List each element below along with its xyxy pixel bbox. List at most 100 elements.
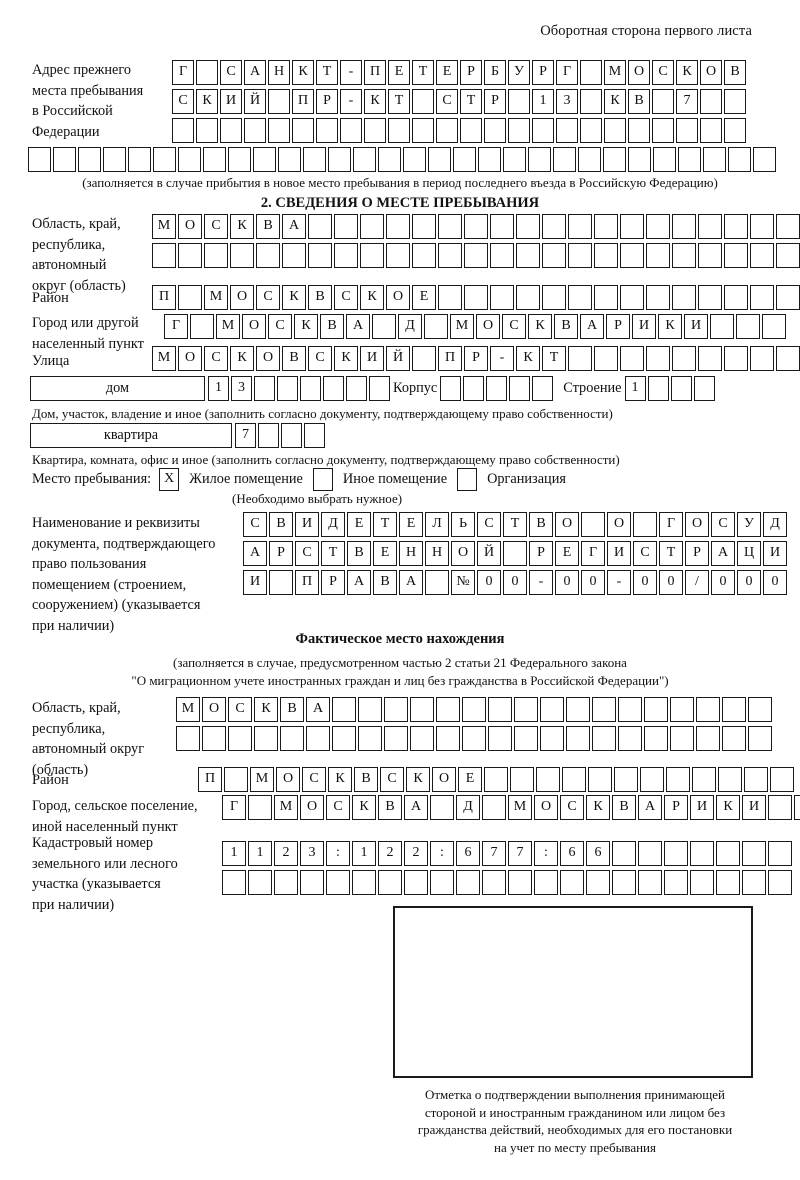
char-cell[interactable] <box>553 147 576 172</box>
char-cell[interactable]: О <box>386 285 410 310</box>
flat-row[interactable]: квартира 7 <box>30 423 327 448</box>
char-cell[interactable]: И <box>243 570 267 595</box>
char-cell[interactable]: О <box>202 697 226 722</box>
char-cell[interactable]: О <box>276 767 300 792</box>
char-cell[interactable] <box>566 726 590 751</box>
char-cell[interactable] <box>332 726 356 751</box>
char-cell[interactable] <box>490 285 514 310</box>
char-cell[interactable] <box>425 570 449 595</box>
char-cell[interactable]: К <box>352 795 376 820</box>
char-cell[interactable]: А <box>580 314 604 339</box>
char-cell[interactable] <box>281 423 302 448</box>
char-cell[interactable]: Е <box>458 767 482 792</box>
char-cell[interactable] <box>736 314 760 339</box>
char-cell[interactable] <box>360 214 384 239</box>
char-cell[interactable]: И <box>360 346 384 371</box>
char-cell[interactable]: Т <box>388 89 410 114</box>
char-cell[interactable]: Д <box>398 314 422 339</box>
char-cell[interactable]: А <box>282 214 306 239</box>
char-cell[interactable] <box>282 243 306 268</box>
char-cell[interactable] <box>594 243 618 268</box>
char-cell[interactable]: И <box>690 795 714 820</box>
char-cell[interactable] <box>430 870 454 895</box>
char-cell[interactable]: Г <box>164 314 188 339</box>
char-cell[interactable]: 3 <box>556 89 578 114</box>
char-cell[interactable]: 6 <box>586 841 610 866</box>
char-cell[interactable] <box>750 346 774 371</box>
char-cell[interactable] <box>762 314 786 339</box>
char-cell[interactable] <box>578 147 601 172</box>
char-cell[interactable] <box>652 89 674 114</box>
char-cell[interactable] <box>700 118 722 143</box>
char-cell[interactable] <box>768 870 792 895</box>
char-cell[interactable] <box>750 285 774 310</box>
char-cell[interactable]: 0 <box>763 570 787 595</box>
char-cell[interactable]: О <box>685 512 709 537</box>
char-cell[interactable] <box>768 841 792 866</box>
char-cell[interactable]: С <box>243 512 267 537</box>
char-cell[interactable]: Д <box>763 512 787 537</box>
char-cell[interactable]: П <box>364 60 386 85</box>
char-cell[interactable] <box>78 147 101 172</box>
char-cell[interactable]: С <box>228 697 252 722</box>
char-cell[interactable] <box>672 346 696 371</box>
char-cell[interactable]: К <box>230 214 254 239</box>
char-cell[interactable]: В <box>724 60 746 85</box>
char-cell[interactable] <box>268 89 290 114</box>
char-cell[interactable] <box>566 697 590 722</box>
char-cell[interactable] <box>628 147 651 172</box>
char-cell[interactable] <box>676 118 698 143</box>
char-cell[interactable] <box>277 376 298 401</box>
char-cell[interactable] <box>308 243 332 268</box>
char-cell[interactable] <box>592 697 616 722</box>
char-cell[interactable] <box>592 726 616 751</box>
char-cell[interactable] <box>724 285 748 310</box>
char-cell[interactable] <box>228 147 251 172</box>
char-cell[interactable] <box>204 243 228 268</box>
char-cell[interactable]: В <box>554 314 578 339</box>
char-cell[interactable]: К <box>586 795 610 820</box>
char-cell[interactable]: П <box>152 285 176 310</box>
char-cell[interactable]: С <box>711 512 735 537</box>
char-cell[interactable] <box>742 870 766 895</box>
char-cell[interactable] <box>698 214 722 239</box>
char-cell[interactable] <box>384 726 408 751</box>
char-cell[interactable] <box>428 147 451 172</box>
char-cell[interactable] <box>716 870 740 895</box>
char-cell[interactable]: Р <box>316 89 338 114</box>
char-cell[interactable]: Е <box>555 541 579 566</box>
char-cell[interactable] <box>568 214 592 239</box>
char-cell[interactable]: К <box>292 60 314 85</box>
char-cell[interactable] <box>724 118 746 143</box>
char-cell[interactable] <box>776 346 800 371</box>
char-cell[interactable] <box>412 118 434 143</box>
char-cell[interactable] <box>103 147 126 172</box>
char-cell[interactable]: А <box>244 60 266 85</box>
char-cell[interactable] <box>542 243 566 268</box>
char-cell[interactable] <box>516 214 540 239</box>
char-cell[interactable]: К <box>360 285 384 310</box>
char-cell[interactable] <box>594 214 618 239</box>
char-cell[interactable]: М <box>604 60 626 85</box>
char-cell[interactable] <box>672 285 696 310</box>
char-cell[interactable] <box>28 147 51 172</box>
char-cell[interactable] <box>728 147 751 172</box>
char-cell[interactable]: Б <box>484 60 506 85</box>
char-cell[interactable]: А <box>306 697 330 722</box>
char-cell[interactable] <box>664 870 688 895</box>
char-cell[interactable]: 7 <box>482 841 506 866</box>
char-cell[interactable]: О <box>178 346 202 371</box>
char-cell[interactable] <box>176 726 200 751</box>
char-cell[interactable]: О <box>242 314 266 339</box>
char-cell[interactable] <box>190 314 214 339</box>
char-cell[interactable]: - <box>340 60 362 85</box>
char-cell[interactable]: Г <box>172 60 194 85</box>
char-cell[interactable]: О <box>534 795 558 820</box>
char-cell[interactable]: К <box>716 795 740 820</box>
char-cell[interactable]: К <box>528 314 552 339</box>
char-cell[interactable] <box>750 214 774 239</box>
actual-region-row-2[interactable] <box>176 726 774 751</box>
char-cell[interactable]: О <box>700 60 722 85</box>
